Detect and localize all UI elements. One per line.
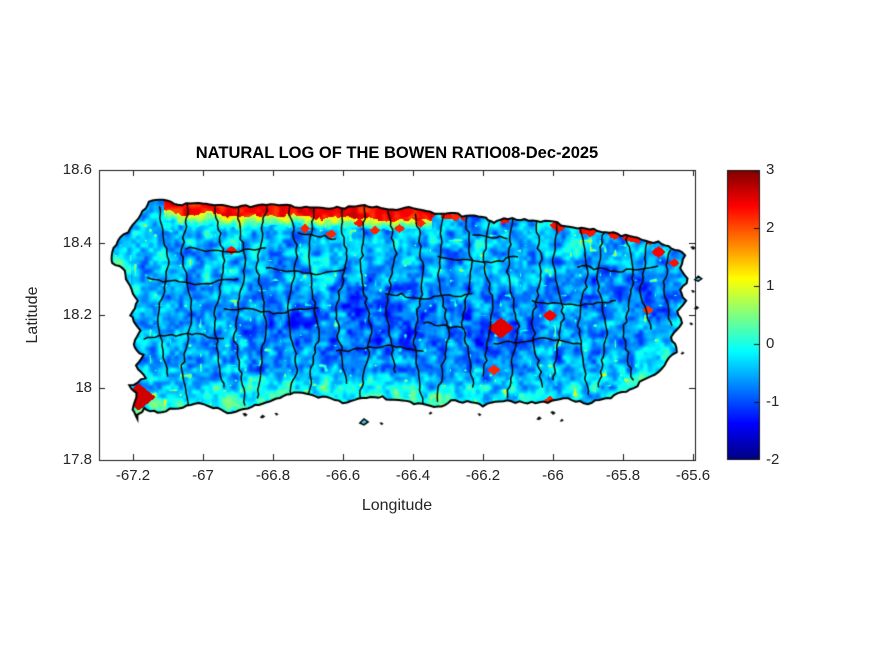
colorbar-tick-label: 2 [766,219,775,236]
x-tick-label: -66.4 [395,467,431,484]
y-tick-label: 17.8 [62,451,92,468]
x-tick-label: -67 [192,467,214,484]
y-tick-label: 18.6 [62,161,92,178]
colorbar-tick-label: 1 [766,277,775,294]
colorbar-tick-label: -2 [766,451,780,468]
x-tick-label: -66.6 [325,467,361,484]
chart-title: NATURAL LOG OF THE BOWEN RATIO08-Dec-202… [195,144,599,162]
x-tick-label: -66.8 [255,467,291,484]
colorbar-tick-label: -1 [766,393,780,410]
colorbar-tick-label: 0 [766,335,775,352]
x-tick-label: -67.2 [115,467,151,484]
x-tick-label: -65.6 [675,467,711,484]
x-tick-label: -65.8 [605,467,641,484]
x-axis-label: Longitude [361,497,433,514]
y-tick-label: 18.2 [62,306,92,323]
y-tick-label: 18.4 [62,233,92,251]
colorbar-tick-label: 3 [766,161,775,178]
y-tick-label: 18 [75,378,92,396]
x-tick-label: -66 [542,467,564,484]
x-tick-label: -66.2 [465,467,501,484]
